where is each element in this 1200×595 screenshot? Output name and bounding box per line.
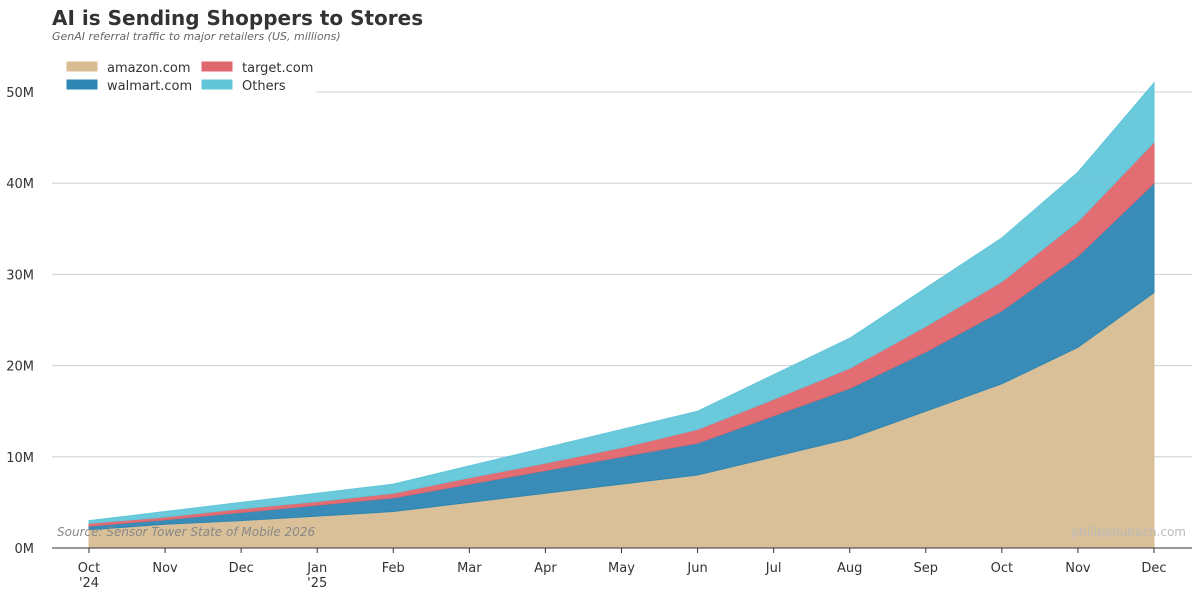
y-tick-label: 20M (6, 360, 34, 375)
y-tick-label: 30M (6, 268, 34, 283)
x-tick-label: Jul (765, 561, 782, 576)
x-tick-label: Nov (152, 561, 178, 576)
x-tick-label: Jun (686, 561, 707, 576)
x-tick-label: Oct (991, 561, 1013, 576)
legend-swatch (66, 61, 98, 72)
x-tick-label: Apr (534, 561, 557, 576)
legend-swatch (201, 79, 233, 90)
x-tick-label: Feb (382, 561, 405, 576)
x-tick-label: Nov (1065, 561, 1091, 576)
legend-label: Others (242, 79, 286, 94)
legend-label: amazon.com (107, 61, 191, 76)
legend-label: target.com (242, 61, 313, 76)
x-tick-label: Jan '25 (306, 561, 327, 591)
chart-subtitle: GenAI referral traffic to major retailer… (52, 30, 341, 43)
x-tick-label: Dec (229, 561, 254, 576)
x-tick-label: Dec (1141, 561, 1166, 576)
y-tick-label: 0M (15, 542, 35, 557)
x-tick-label: Sep (914, 561, 939, 576)
y-tick-label: 50M (6, 86, 34, 101)
legend-swatch (201, 61, 233, 72)
x-tick-label: May (608, 561, 635, 576)
x-tick-label: Mar (457, 561, 482, 576)
credit-watermark: philippdubach.com (1072, 525, 1186, 539)
x-tick-label: Aug (837, 561, 862, 576)
legend-label: walmart.com (107, 79, 192, 94)
x-tick-label: Oct '24 (78, 561, 100, 591)
area-others (88, 81, 1155, 524)
y-tick-label: 40M (6, 177, 34, 192)
source-note: Source: Sensor Tower State of Mobile 202… (57, 525, 315, 539)
legend-swatch (66, 79, 98, 90)
chart-title: AI is Sending Shoppers to Stores (52, 6, 424, 30)
y-tick-label: 10M (6, 451, 34, 466)
